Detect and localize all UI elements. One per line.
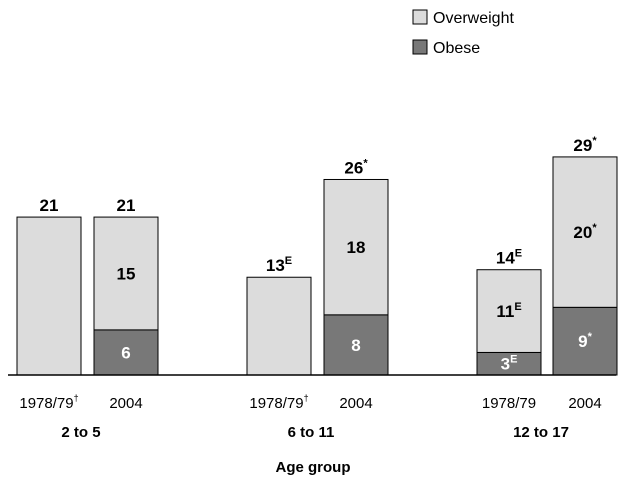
total-label-0-0: 21	[40, 196, 59, 215]
overweight-label-2-1-value: 20	[573, 223, 592, 242]
overweight-label-2-0: 11E	[496, 301, 521, 321]
period-text-2-1: 2004	[568, 395, 601, 412]
obese-label-0-1-value: 6	[121, 343, 130, 362]
legend-swatch-0	[412, 9, 428, 25]
legend-label-1: Obese	[433, 40, 480, 57]
bar-overweight-1-0	[246, 276, 312, 376]
total-label-2-0: 14E	[496, 248, 522, 268]
total-label-1-1: 26*	[344, 157, 368, 177]
total-label-2-0-sup: E	[515, 248, 522, 260]
period-text-2-0: 1978/79	[482, 395, 536, 412]
obese-label-2-0: 3E	[501, 354, 518, 374]
bar-overweight-1-1	[323, 178, 389, 316]
total-label-1-0: 13E	[266, 255, 292, 275]
overweight-label-2-1-sup: *	[592, 222, 597, 234]
legend-label-0: Overweight	[433, 10, 514, 27]
obese-label-2-0-sup: E	[510, 354, 517, 366]
bars	[16, 156, 618, 376]
total-label-2-1: 29*	[573, 135, 597, 155]
obese-label-2-1-value: 9	[578, 332, 587, 351]
period-label-2-1: 2004	[568, 395, 601, 412]
bar-overweight-2-0	[476, 269, 542, 353]
period-text-1-0: 1978/79	[249, 395, 303, 412]
group-label-0: 2 to 5	[61, 424, 100, 441]
total-label-2-1-value: 29	[573, 136, 592, 155]
obese-label-2-1-sup: *	[588, 331, 593, 343]
total-label-2-0-value: 14	[496, 249, 515, 268]
bar-overweight-0-0	[16, 216, 82, 376]
period-text-0-1: 2004	[109, 395, 142, 412]
total-label-0-1: 21	[117, 196, 136, 215]
period-label-1-1: 2004	[339, 395, 372, 412]
total-label-2-1-sup: *	[592, 135, 597, 147]
legend: Overweight Obese	[412, 9, 514, 57]
group-label-2: 12 to 17	[513, 424, 569, 441]
total-label-0-0-value: 21	[40, 196, 59, 215]
overweight-label-2-0-sup: E	[514, 301, 521, 313]
overweight-label-1-1: 18	[347, 238, 366, 257]
period-label-2-0: 1978/79	[482, 395, 536, 412]
total-label-1-0-sup: E	[285, 255, 292, 267]
total-label-1-1-value: 26	[344, 158, 363, 177]
group-label-1: 6 to 11	[288, 424, 335, 441]
overweight-label-2-1: 20*	[573, 222, 597, 242]
obese-label-2-1: 9*	[578, 331, 592, 351]
obese-label-1-1: 8	[351, 336, 360, 355]
obese-label-0-1: 6	[121, 343, 130, 362]
period-sup-1-0: †	[304, 393, 309, 403]
total-label-0-1-value: 21	[117, 196, 136, 215]
total-label-1-1-sup: *	[363, 157, 368, 169]
period-label-0-1: 2004	[109, 395, 142, 412]
bar-obese-0-1	[93, 329, 159, 376]
x-axis-title: Age group	[276, 459, 351, 476]
bar-overweight-0-1	[93, 216, 159, 331]
overweight-label-2-0-value: 11	[496, 302, 514, 321]
overweight-label-0-1: 15	[117, 264, 136, 283]
period-label-1-0: 1978/79†	[249, 393, 308, 412]
period-text-0-0: 1978/79	[19, 395, 73, 412]
bar-overweight-2-1	[552, 156, 618, 308]
total-label-1-0-value: 13	[266, 256, 285, 275]
obese-label-2-0-value: 3	[501, 355, 510, 374]
overweight-label-0-1-value: 15	[117, 264, 136, 283]
period-sup-0-0: †	[74, 393, 79, 403]
obese-label-1-1-value: 8	[351, 336, 360, 355]
overweight-label-1-1-value: 18	[347, 238, 366, 257]
period-label-0-0: 1978/79†	[19, 393, 78, 412]
legend-swatch-1	[412, 39, 428, 55]
period-text-1-1: 2004	[339, 395, 372, 412]
